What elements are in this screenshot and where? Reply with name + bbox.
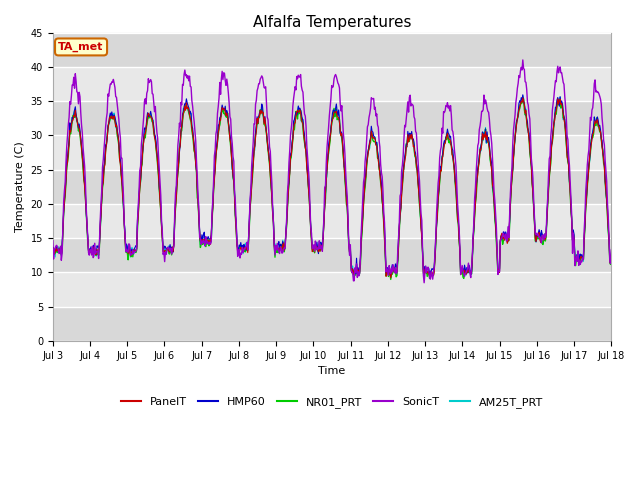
AM25T_PRT: [607, 251, 615, 256]
Bar: [52, 273, 611, 307]
HMP60: [426, 273, 433, 278]
Legend: PanelT, HMP60, NR01_PRT, SonicT, AM25T_PRT: PanelT, HMP60, NR01_PRT, SonicT, AM25T_P…: [116, 393, 548, 413]
NR01_PRT: [607, 255, 615, 261]
X-axis label: Time: Time: [319, 366, 346, 376]
Line: NR01_PRT: NR01_PRT: [52, 98, 611, 279]
SonicT: [400, 136, 408, 142]
Bar: [52, 67, 611, 101]
HMP60: [400, 161, 408, 167]
SonicT: [607, 247, 615, 253]
PanelT: [116, 161, 124, 167]
PanelT: [417, 226, 425, 231]
Bar: [52, 33, 611, 67]
AM25T_PRT: [401, 154, 408, 159]
NR01_PRT: [417, 221, 425, 227]
PanelT: [519, 95, 527, 101]
Bar: [52, 135, 611, 169]
AM25T_PRT: [203, 238, 211, 243]
NR01_PRT: [203, 238, 211, 243]
PanelT: [173, 181, 181, 187]
AM25T_PRT: [519, 93, 527, 98]
Line: HMP60: HMP60: [52, 95, 611, 276]
PanelT: [49, 251, 56, 256]
Title: Alfalfa Temperatures: Alfalfa Temperatures: [253, 15, 412, 30]
NR01_PRT: [519, 95, 527, 101]
SonicT: [417, 196, 424, 202]
HMP60: [116, 157, 124, 163]
PanelT: [203, 235, 211, 241]
PanelT: [387, 275, 395, 281]
SonicT: [519, 57, 527, 63]
NR01_PRT: [116, 158, 124, 164]
SonicT: [59, 225, 67, 230]
Text: TA_met: TA_met: [58, 42, 104, 52]
HMP60: [49, 247, 56, 252]
HMP60: [519, 92, 527, 98]
NR01_PRT: [59, 228, 67, 234]
AM25T_PRT: [387, 275, 395, 281]
NR01_PRT: [387, 276, 395, 282]
AM25T_PRT: [116, 160, 124, 166]
HMP60: [173, 178, 181, 183]
PanelT: [59, 228, 67, 234]
Bar: [52, 238, 611, 273]
Line: SonicT: SonicT: [52, 60, 611, 283]
AM25T_PRT: [59, 230, 67, 236]
HMP60: [59, 225, 67, 230]
Line: AM25T_PRT: AM25T_PRT: [52, 96, 611, 278]
Y-axis label: Temperature (C): Temperature (C): [15, 142, 25, 232]
Bar: [52, 307, 611, 341]
SonicT: [49, 238, 56, 244]
Bar: [52, 204, 611, 238]
AM25T_PRT: [49, 252, 56, 258]
Bar: [52, 169, 611, 204]
NR01_PRT: [49, 250, 56, 255]
HMP60: [607, 252, 615, 258]
NR01_PRT: [401, 155, 408, 161]
NR01_PRT: [173, 178, 181, 184]
AM25T_PRT: [173, 181, 181, 187]
SonicT: [420, 280, 428, 286]
PanelT: [401, 159, 408, 165]
AM25T_PRT: [417, 218, 425, 224]
Bar: [52, 101, 611, 135]
SonicT: [203, 240, 211, 246]
PanelT: [607, 252, 615, 258]
SonicT: [116, 135, 124, 141]
HMP60: [203, 235, 211, 240]
HMP60: [417, 205, 424, 211]
SonicT: [173, 164, 181, 169]
Line: PanelT: PanelT: [52, 98, 611, 278]
